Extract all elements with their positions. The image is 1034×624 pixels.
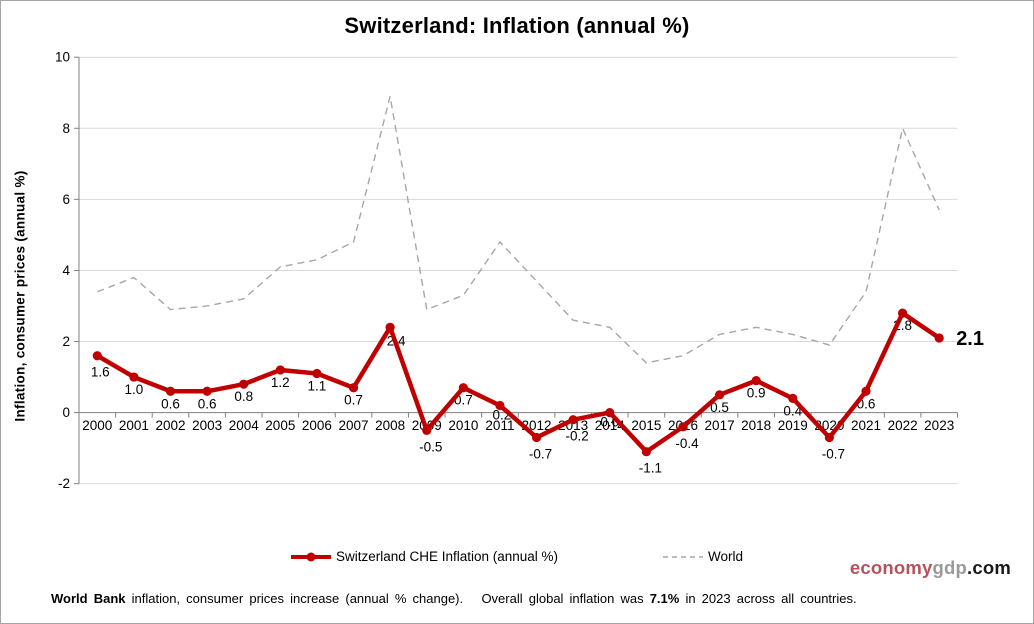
svg-text:0.4: 0.4 xyxy=(783,403,802,418)
svg-text:2008: 2008 xyxy=(375,418,405,433)
svg-text:0.8: 0.8 xyxy=(234,389,253,404)
switzerland-line-swatch xyxy=(290,552,331,561)
svg-text:0.9: 0.9 xyxy=(747,386,766,401)
branding-gdp: gdp xyxy=(932,557,968,578)
svg-text:1.2: 1.2 xyxy=(271,375,290,390)
svg-text:0.6: 0.6 xyxy=(198,396,217,411)
svg-text:0.6: 0.6 xyxy=(161,396,180,411)
source-note-lead: World Bank xyxy=(51,591,126,606)
svg-text:-0.2: -0.2 xyxy=(566,429,589,444)
svg-text:2005: 2005 xyxy=(265,418,295,433)
svg-text:2: 2 xyxy=(62,334,70,349)
svg-text:2000: 2000 xyxy=(82,418,112,433)
source-note-mid: inflation, consumer prices increase (ann… xyxy=(125,591,650,606)
svg-text:2010: 2010 xyxy=(448,418,478,433)
svg-text:8: 8 xyxy=(62,121,70,136)
legend-item-world: World xyxy=(663,549,743,564)
svg-text:2015: 2015 xyxy=(631,418,661,433)
svg-text:-1.1: -1.1 xyxy=(639,461,662,476)
svg-text:2021: 2021 xyxy=(851,418,881,433)
source-note-tail: in 2023 across all countries. xyxy=(679,591,857,606)
svg-text:1.6: 1.6 xyxy=(91,365,110,380)
legend-label-switzerland: Switzerland CHE Inflation (annual %) xyxy=(335,549,559,564)
svg-text:2003: 2003 xyxy=(192,418,222,433)
world-line-swatch xyxy=(663,555,704,558)
chart-legend: Switzerland CHE Inflation (annual %) Wor… xyxy=(1,549,1033,564)
svg-text:2.1: 2.1 xyxy=(956,328,984,350)
svg-text:0.5: 0.5 xyxy=(710,400,729,415)
svg-text:2006: 2006 xyxy=(302,418,332,433)
svg-text:2017: 2017 xyxy=(705,418,735,433)
svg-text:6: 6 xyxy=(62,192,70,207)
svg-text:1.0: 1.0 xyxy=(125,382,144,397)
svg-text:4: 4 xyxy=(62,263,70,278)
inflation-line-chart: -2 0 2 4 6 8 10 2000 2001 2002 2003 2004 2005 2006 200… xyxy=(55,50,984,491)
svg-text:0: 0 xyxy=(62,405,70,420)
svg-text:2007: 2007 xyxy=(339,418,369,433)
svg-text:0.7: 0.7 xyxy=(344,393,363,408)
svg-text:-0.4: -0.4 xyxy=(675,436,699,451)
svg-text:10: 10 xyxy=(55,50,70,65)
branding-com: .com xyxy=(967,557,1011,578)
site-branding: economygdp.com xyxy=(850,557,1011,579)
svg-text:1.1: 1.1 xyxy=(308,379,327,394)
svg-text:2004: 2004 xyxy=(229,418,260,433)
svg-text:-0.7: -0.7 xyxy=(822,446,845,461)
svg-text:2022: 2022 xyxy=(888,418,918,433)
svg-text:2001: 2001 xyxy=(119,418,149,433)
svg-text:2011: 2011 xyxy=(485,418,514,433)
branding-economy: economy xyxy=(849,557,933,578)
legend-item-switzerland: Switzerland CHE Inflation (annual %) xyxy=(290,549,559,564)
source-note-value: 7.1% xyxy=(649,591,680,606)
source-note: World Bank inflation, consumer prices in… xyxy=(51,591,911,606)
chart-title: Switzerland: Inflation (annual %) xyxy=(344,13,690,38)
svg-text:2019: 2019 xyxy=(778,418,808,433)
svg-text:-2: -2 xyxy=(58,476,70,491)
svg-text:2018: 2018 xyxy=(741,418,771,433)
svg-text:-0.5: -0.5 xyxy=(419,439,442,454)
svg-text:2023: 2023 xyxy=(924,418,954,433)
svg-text:2002: 2002 xyxy=(155,418,185,433)
legend-label-world: World xyxy=(708,549,744,564)
svg-text:-0.7: -0.7 xyxy=(529,446,552,461)
